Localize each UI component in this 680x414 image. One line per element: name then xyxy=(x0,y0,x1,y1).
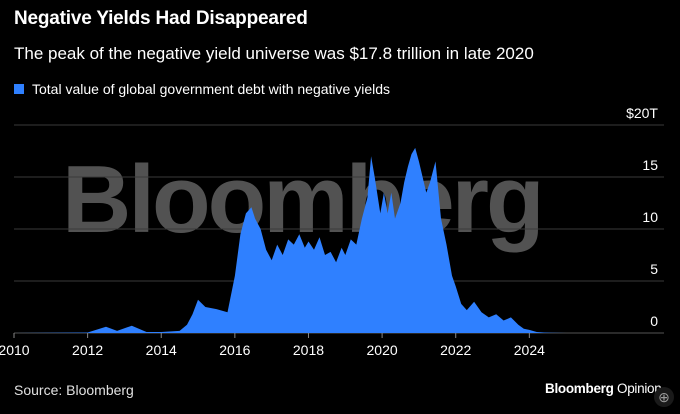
chart-subtitle: The peak of the negative yield universe … xyxy=(14,44,534,63)
zoom-icon[interactable]: ⊕ xyxy=(654,387,674,407)
x-tick-label: 2020 xyxy=(367,342,398,358)
y-tick-label: 15 xyxy=(642,157,658,173)
chart-title: Negative Yields Had Disappeared xyxy=(14,8,308,29)
y-tick-label: 0 xyxy=(650,313,658,329)
x-tick-label: 2016 xyxy=(219,342,250,358)
y-axis: 0 5 10 15 $20T xyxy=(626,105,658,329)
x-tick-label: 2024 xyxy=(514,342,545,358)
brand-logo: Bloomberg Opinion xyxy=(545,381,662,396)
x-tick-label: 2018 xyxy=(293,342,324,358)
legend: Total value of global government debt wi… xyxy=(14,81,390,97)
source-note: Source: Bloomberg xyxy=(14,382,134,398)
x-tick-label: 2010 xyxy=(0,342,30,358)
series-area xyxy=(14,147,585,333)
y-tick-label: 5 xyxy=(650,261,658,277)
x-tick-label: 2014 xyxy=(146,342,177,358)
x-tick-label: 2012 xyxy=(72,342,103,358)
legend-swatch xyxy=(14,84,24,94)
brand-main: Bloomberg xyxy=(545,381,614,396)
legend-label: Total value of global government debt wi… xyxy=(32,81,390,97)
bloomberg-watermark: Bloomberg xyxy=(62,146,545,253)
negative-yield-area xyxy=(14,147,585,333)
x-axis: 2010 2012 2014 2016 2018 2020 2022 2024 xyxy=(0,333,545,358)
x-tick-label: 2022 xyxy=(440,342,471,358)
y-tick-label: $20T xyxy=(626,105,658,121)
y-tick-label: 10 xyxy=(642,209,658,225)
brand-sub: Opinion xyxy=(617,381,662,396)
